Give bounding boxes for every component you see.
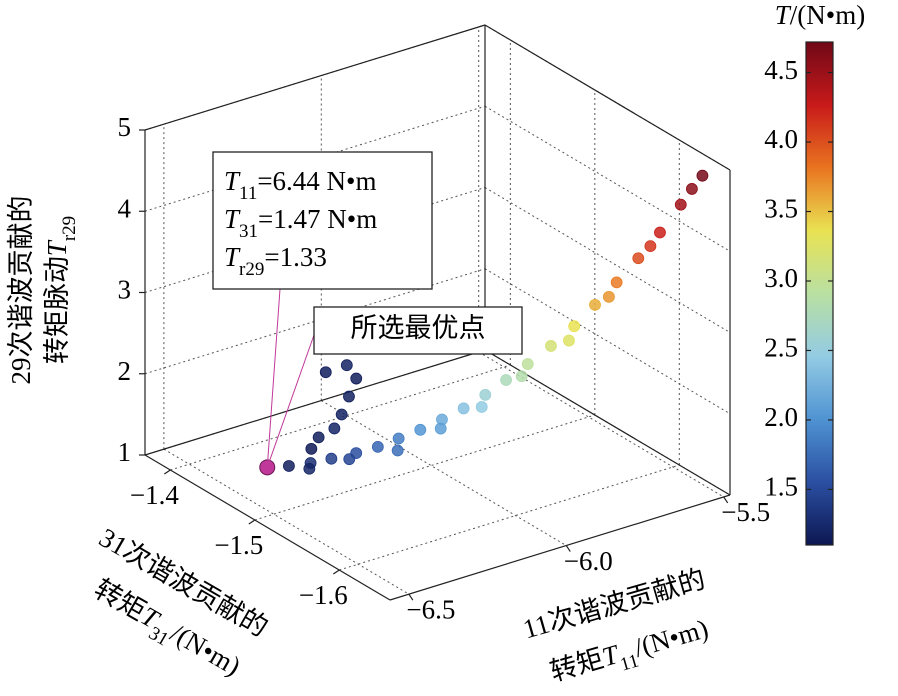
label-symbol: T <box>775 0 792 30</box>
colorbar-tick-label: 3.5 <box>764 194 798 224</box>
z-label-line: 29次谐波贡献的 <box>6 196 36 385</box>
annotation-text: T11=6.44 N•m <box>224 166 377 204</box>
callout-box <box>313 306 523 355</box>
data-point <box>312 431 325 444</box>
data-point <box>414 423 427 436</box>
data-point <box>674 198 687 211</box>
data-point <box>325 452 338 465</box>
data-point <box>686 183 698 195</box>
z-tick-label: 5 <box>118 112 132 142</box>
leader-line <box>266 288 281 468</box>
data-point <box>328 422 341 435</box>
colorbar-tick-label: 1.5 <box>764 472 798 502</box>
label-subscript: r29 <box>59 216 80 241</box>
annotation-text: T31=1.47 N•m <box>224 204 377 242</box>
tick-mark <box>248 519 256 525</box>
data-point <box>479 388 492 401</box>
data-point <box>602 290 615 303</box>
y-tick-label: −1.5 <box>214 530 263 560</box>
z-label-line: 转矩脉动Tr29 <box>42 216 80 364</box>
label-subscript: 11 <box>239 183 257 204</box>
callout-text: 所选最优点 <box>351 313 486 343</box>
x-tick-label: −5.5 <box>721 497 770 527</box>
data-point <box>515 370 528 383</box>
data-point <box>521 358 534 370</box>
colorbar-tick-label: 2.5 <box>764 333 798 363</box>
grid-line <box>170 364 511 471</box>
data-point <box>335 408 348 421</box>
grid-line <box>254 414 595 521</box>
colorbar-tick-label: 4.5 <box>764 55 798 85</box>
y-tick-label: −1.6 <box>299 580 348 610</box>
colorbar-tick-label: 2.0 <box>764 402 798 432</box>
data-point <box>303 462 316 475</box>
label-text: =6.44 N•m <box>257 166 376 196</box>
label-text: 29次谐波贡献的 <box>6 196 36 385</box>
data-point <box>434 422 447 435</box>
tick-mark <box>408 593 414 601</box>
grid-line <box>339 464 680 571</box>
y-tick-label: −1.4 <box>130 480 179 510</box>
data-point <box>568 320 581 333</box>
label-symbol: T <box>224 204 241 234</box>
z-tick-label: 3 <box>118 275 132 305</box>
grid-line <box>144 105 486 212</box>
data-point <box>371 440 384 453</box>
data-point <box>319 366 332 379</box>
data-point <box>610 276 623 289</box>
x-tick-label: −6.5 <box>406 594 455 624</box>
axis-box <box>144 454 391 601</box>
label-text: =1.47 N•m <box>258 204 377 234</box>
x-tick-label: −6.0 <box>564 546 613 576</box>
data-point <box>654 226 666 239</box>
z-tick-label: 1 <box>118 437 132 467</box>
tick-mark <box>164 469 171 475</box>
data-point <box>392 432 405 445</box>
data-point <box>457 402 470 415</box>
z-tick-label: 4 <box>118 193 132 223</box>
data-point <box>340 359 353 372</box>
label-text: /(N•m) <box>790 0 865 30</box>
data-point <box>500 374 512 386</box>
z-tick-label: 2 <box>118 356 132 386</box>
data-point <box>283 460 295 472</box>
leader-line <box>266 334 315 468</box>
axis-box <box>144 349 486 456</box>
data-point <box>343 390 355 403</box>
axis-box <box>484 24 731 171</box>
data-point <box>350 372 363 385</box>
colorbar-label: T/(N•m) <box>775 0 865 30</box>
label-subscript: 11 <box>618 650 641 675</box>
data-point <box>343 453 356 466</box>
tick-mark <box>565 545 571 552</box>
colorbar-tick-label: 3.0 <box>764 263 798 293</box>
tick-mark <box>332 569 340 575</box>
data-point <box>391 444 404 457</box>
data-point <box>305 442 318 455</box>
label-subscript: r29 <box>239 259 264 280</box>
label-text: =1.33 <box>264 242 326 272</box>
annotation-text: Tr29=1.33 <box>224 242 327 280</box>
label-subscript: 31 <box>239 221 258 242</box>
data-point <box>644 240 657 253</box>
label-symbol: T <box>224 166 241 196</box>
axis-box <box>144 24 486 131</box>
data-point <box>475 401 488 413</box>
z-axis-label: 29次谐波贡献的 转矩脉动Tr29 <box>6 196 80 385</box>
label-text: 转矩脉动 <box>42 256 72 364</box>
axis-box <box>389 494 731 601</box>
colorbar <box>805 41 834 546</box>
data-point <box>545 340 557 352</box>
data-point <box>696 169 709 182</box>
colorbar-tick-label: 4.0 <box>764 124 798 154</box>
data-point <box>563 334 575 347</box>
annotation-box <box>212 151 433 290</box>
data-point <box>632 252 645 265</box>
label-symbol: T <box>42 239 72 256</box>
label-symbol: T <box>224 242 241 272</box>
tick-mark <box>723 496 729 504</box>
data-point <box>589 298 601 311</box>
